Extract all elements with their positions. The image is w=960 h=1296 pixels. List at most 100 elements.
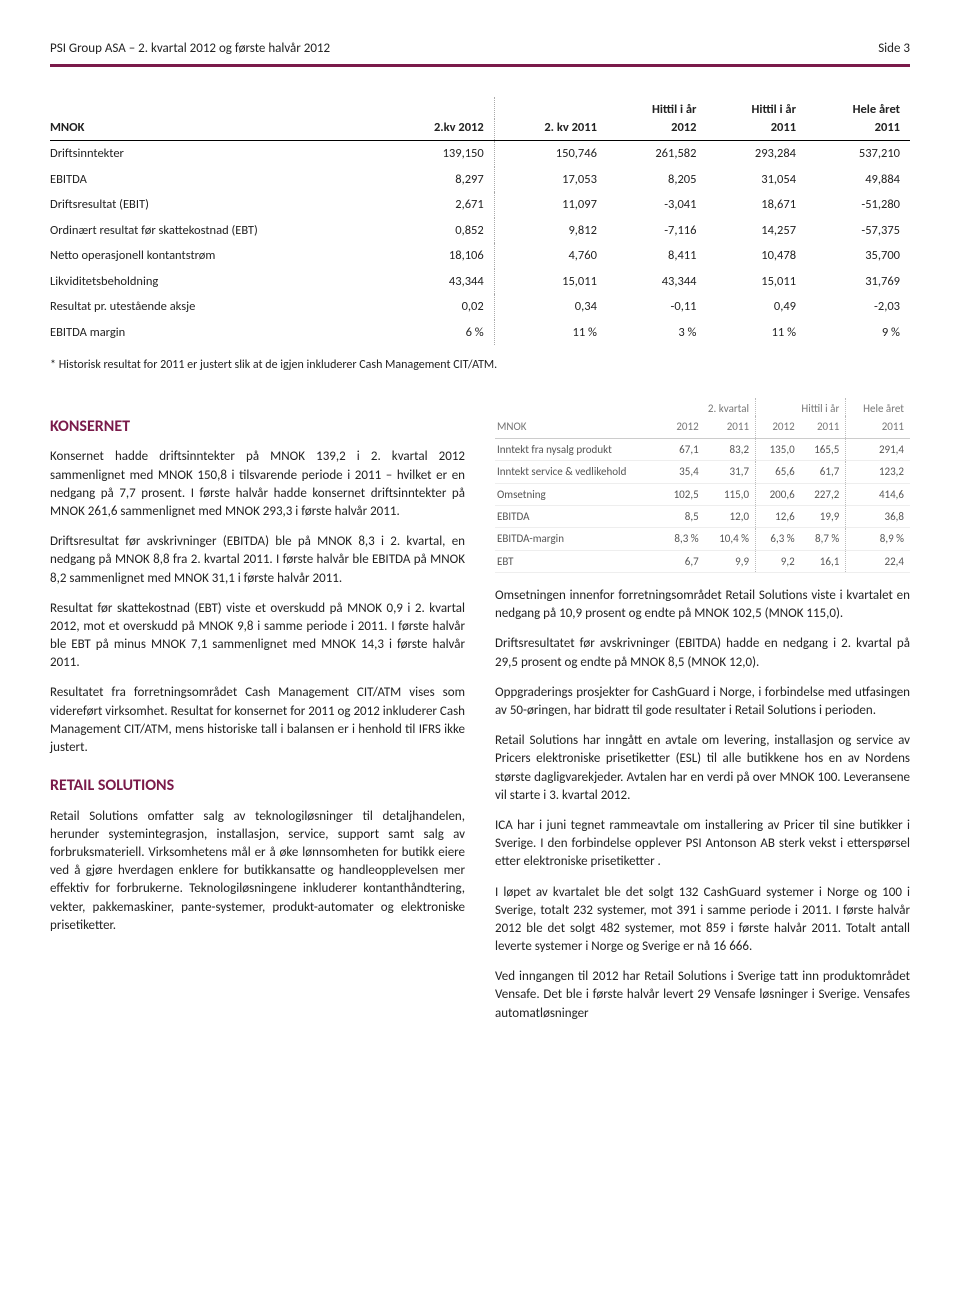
cell: 6,3 %: [756, 528, 801, 550]
cell-label: Omsetning: [495, 483, 660, 505]
cell-label: EBITDA-margin: [495, 528, 660, 550]
cell: -2,03: [806, 294, 910, 320]
small-hdr-fy: Hele året: [846, 398, 910, 416]
cell-label: EBITDA: [495, 505, 660, 527]
cell-label: Driftsresultat (EBIT): [50, 192, 386, 218]
page-header: PSI Group ASA – 2. kvartal 2012 og først…: [50, 40, 910, 58]
konsernet-p1: Konsernet hadde driftsinntekter på MNOK …: [50, 448, 465, 521]
right-p5: ICA har i juni tegnet rammeavtale om ins…: [495, 817, 910, 872]
right-column: 2. kvartal Hittil i år Hele året MNOK 20…: [495, 398, 910, 1035]
cell: 43,344: [607, 269, 707, 295]
konsernet-p3: Resultat før skattekostnad (EBT) viste e…: [50, 600, 465, 673]
right-p1: Omsetningen innenfor forretningsområdet …: [495, 587, 910, 623]
retail-solutions-table: 2. kvartal Hittil i år Hele året MNOK 20…: [495, 398, 910, 573]
cell: 0,34: [494, 294, 607, 320]
cell: 293,284: [706, 141, 806, 167]
right-p2: Driftsresultatet før avskrivninger (EBIT…: [495, 635, 910, 671]
right-p4: Retail Solutions har inngått en avtale o…: [495, 732, 910, 805]
small-hdr-q: 2. kvartal: [660, 398, 755, 416]
col-ytd-2011: 2011: [706, 119, 806, 141]
small-col-b: 2011: [705, 416, 756, 438]
table-row: EBITDA-margin8,3 %10,4 %6,3 %8,7 %8,9 %: [495, 528, 910, 550]
financial-summary-table: Hittil i år Hittil i år Hele året MNOK 2…: [50, 97, 910, 345]
cell: 102,5: [660, 483, 705, 505]
cell: 8,7 %: [801, 528, 846, 550]
table-row: Inntekt service & vedlikehold35,431,765,…: [495, 461, 910, 483]
cell: 10,4 %: [705, 528, 756, 550]
cell-label: Inntekt service & vedlikehold: [495, 461, 660, 483]
cell: 9,9: [705, 550, 756, 572]
cell: 35,700: [806, 243, 910, 269]
cell: 6,7: [660, 550, 705, 572]
cell: 115,0: [705, 483, 756, 505]
header-rule: [50, 64, 910, 67]
cell: 8,3 %: [660, 528, 705, 550]
left-column: KONSERNET Konsernet hadde driftsinntekte…: [50, 398, 465, 1035]
cell-label: Likviditetsbeholdning: [50, 269, 386, 295]
right-p3: Oppgraderings prosjekter for CashGuard i…: [495, 684, 910, 720]
table-row: Driftsresultat (EBIT)2,67111,097-3,04118…: [50, 192, 910, 218]
right-p7: Ved inngangen til 2012 har Retail Soluti…: [495, 968, 910, 1023]
cell: 9,2: [756, 550, 801, 572]
small-hdr-ytd: Hittil i år: [756, 398, 846, 416]
cell: 15,011: [706, 269, 806, 295]
cell: 83,2: [705, 438, 756, 460]
cell: 9 %: [806, 320, 910, 346]
cell: 135,0: [756, 438, 801, 460]
col-q2-2012: 2.kv 2012: [386, 119, 494, 141]
cell: 200,6: [756, 483, 801, 505]
col-q2-2011: 2. kv 2011: [494, 119, 607, 141]
cell: 8,297: [386, 167, 494, 193]
cell: 67,1: [660, 438, 705, 460]
cell: 8,205: [607, 167, 707, 193]
retail-title: RETAIL SOLUTIONS: [50, 775, 465, 797]
cell: 61,7: [801, 461, 846, 483]
cell: 261,582: [607, 141, 707, 167]
cell: 31,7: [705, 461, 756, 483]
cell: 11 %: [494, 320, 607, 346]
konsernet-title: KONSERNET: [50, 416, 465, 438]
cell: 36,8: [846, 505, 910, 527]
cell: 291,4: [846, 438, 910, 460]
cell: 16,1: [801, 550, 846, 572]
cell-label: EBITDA: [50, 167, 386, 193]
table-row: EBITDA8,29717,0538,20531,05449,884: [50, 167, 910, 193]
right-p6: I løpet av kvartalet ble det solgt 132 C…: [495, 884, 910, 957]
cell: 31,054: [706, 167, 806, 193]
table-row: Likviditetsbeholdning43,34415,01143,3441…: [50, 269, 910, 295]
cell: 9,812: [494, 218, 607, 244]
cell: 0,852: [386, 218, 494, 244]
col-ytd-2012: 2012: [607, 119, 707, 141]
table-row: Netto operasjonell kontantstrøm18,1064,7…: [50, 243, 910, 269]
cell: 0,49: [706, 294, 806, 320]
cell-label: EBITDA margin: [50, 320, 386, 346]
cell: -7,116: [607, 218, 707, 244]
cell: 15,011: [494, 269, 607, 295]
cell: 8,5: [660, 505, 705, 527]
col-label: MNOK: [50, 119, 386, 141]
konsernet-p4: Resultatet fra forretningsområdet Cash M…: [50, 684, 465, 757]
cell: 22,4: [846, 550, 910, 572]
table-row: Resultat pr. utestående aksje0,020,34-0,…: [50, 294, 910, 320]
cell: 10,478: [706, 243, 806, 269]
cell: 0,02: [386, 294, 494, 320]
cell: 18,106: [386, 243, 494, 269]
cell: 227,2: [801, 483, 846, 505]
small-col-c: 2012: [756, 416, 801, 438]
header-left: PSI Group ASA – 2. kvartal 2012 og først…: [50, 40, 330, 58]
cell: 8,411: [607, 243, 707, 269]
table-row: Ordinært resultat før skattekostnad (EBT…: [50, 218, 910, 244]
cell: 31,769: [806, 269, 910, 295]
cell: 414,6: [846, 483, 910, 505]
cell: 6 %: [386, 320, 494, 346]
small-col-d: 2011: [801, 416, 846, 438]
two-column-layout: KONSERNET Konsernet hadde driftsinntekte…: [50, 398, 910, 1035]
cell: 2,671: [386, 192, 494, 218]
cell: 4,760: [494, 243, 607, 269]
cell-label: Resultat pr. utestående aksje: [50, 294, 386, 320]
cell: 43,344: [386, 269, 494, 295]
cell: 12,6: [756, 505, 801, 527]
cell: 139,150: [386, 141, 494, 167]
cell-label: Driftsinntekter: [50, 141, 386, 167]
table-row: Inntekt fra nysalg produkt67,183,2135,01…: [495, 438, 910, 460]
